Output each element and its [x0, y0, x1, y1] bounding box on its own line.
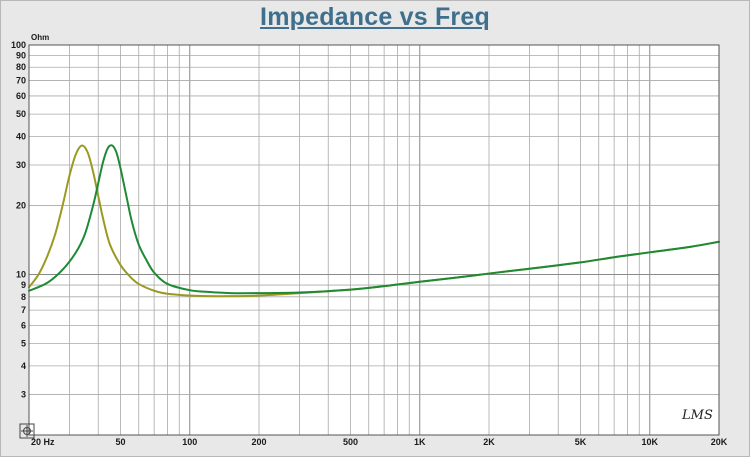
x-tick-label: 10K	[642, 437, 659, 447]
x-tick-label: 50	[116, 437, 126, 447]
y-tick-label: 9	[21, 280, 26, 290]
x-tick-label: 500	[343, 437, 358, 447]
y-tick-label: 30	[16, 160, 26, 170]
grid-lines	[28, 45, 720, 435]
x-axis-ticks: 20 Hz 50 100 200 500 1K 2K 5K 10K 20K	[31, 437, 728, 447]
y-tick-label: 5	[21, 339, 26, 349]
y-tick-label: 100	[11, 40, 26, 50]
crosshair-icon[interactable]	[19, 423, 35, 439]
y-tick-label: 10	[16, 270, 26, 280]
chart-title: Impedance vs Freq	[260, 3, 490, 31]
y-tick-label: 80	[16, 62, 26, 72]
y-tick-label: 90	[16, 51, 26, 61]
x-tick-label: 100	[182, 437, 197, 447]
y-tick-label: 7	[21, 305, 26, 315]
x-tick-label: 20K	[711, 437, 728, 447]
x-tick-label: 5K	[575, 437, 587, 447]
x-tick-label: 1K	[414, 437, 426, 447]
y-tick-label: 50	[16, 109, 26, 119]
series-line-2	[28, 144, 720, 295]
y-tick-label: 3	[21, 390, 26, 400]
y-tick-label: 20	[16, 200, 26, 210]
y-tick-label: 60	[16, 91, 26, 101]
plot-border	[28, 44, 720, 436]
y-tick-label: 4	[21, 361, 26, 371]
series-layer	[28, 144, 720, 298]
y-tick-label: 40	[16, 131, 26, 141]
y-unit-label: Ohm	[31, 33, 49, 42]
y-tick-label: 8	[21, 292, 26, 302]
x-tick-label: 20 Hz	[31, 437, 55, 447]
lms-watermark: LMS	[681, 408, 713, 423]
x-tick-label: 2K	[483, 437, 495, 447]
plot-area	[29, 45, 719, 435]
y-tick-label: 6	[21, 320, 26, 330]
x-tick-label: 200	[251, 437, 266, 447]
y-tick-label: 70	[16, 76, 26, 86]
